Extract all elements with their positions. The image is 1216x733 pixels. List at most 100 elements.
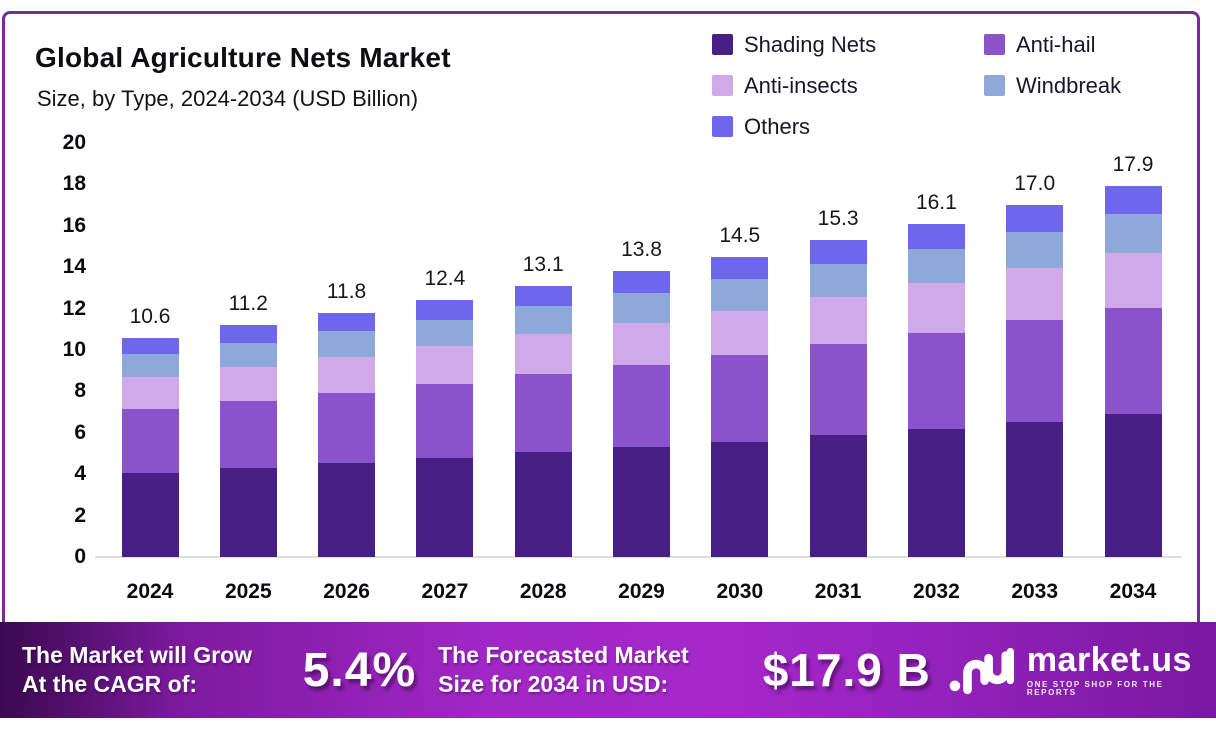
- segment-others-2029: [613, 271, 670, 293]
- stacked-bar-2032: [907, 223, 965, 557]
- y-axis-tick: 6: [74, 420, 86, 444]
- segment-windbreak-2024: [121, 354, 179, 377]
- segment-anti-hail-2031: [809, 343, 867, 436]
- segment-others-2030: [711, 256, 769, 280]
- marketus-logo[interactable]: market.us ONE STOP SHOP FOR THE REPORTS: [949, 643, 1216, 697]
- legend-item-shading-nets: Shading Nets: [712, 32, 984, 58]
- bar-total-label-2028: 13.1: [522, 252, 564, 276]
- segment-others-2034: [1104, 186, 1162, 215]
- legend-label-others: Others: [744, 113, 811, 139]
- segment-others-2024: [121, 337, 179, 355]
- stacked-bar-2030: [711, 256, 769, 557]
- segment-windbreak-2029: [613, 292, 670, 323]
- segment-anti-insects-2034: [1104, 252, 1162, 308]
- segment-anti-insects-2028: [514, 334, 572, 375]
- stacked-bar-2026: [318, 312, 376, 557]
- segment-anti-insects-2027: [416, 346, 474, 385]
- x-axis-label-2027: 2027: [421, 580, 469, 603]
- legend-swatch-anti-insects: [712, 75, 733, 96]
- segment-others-2033: [1006, 205, 1064, 232]
- segment-shading-nets-2034: [1104, 414, 1162, 557]
- stacked-bar-2034: [1104, 186, 1162, 557]
- cagr-label-line1: The Market will Grow: [22, 642, 253, 669]
- segment-anti-insects-2032: [907, 283, 965, 333]
- bar-total-label-2031: 15.3: [817, 207, 859, 231]
- x-axis-label-2025: 2025: [224, 580, 272, 603]
- legend-item-windbreak: Windbreak: [984, 73, 1216, 99]
- segment-shading-nets-2032: [907, 428, 965, 557]
- x-axis-label-2024: 2024: [126, 580, 174, 603]
- segment-anti-insects-2025: [219, 366, 277, 401]
- legend-label-anti-insects: Anti-insects: [744, 72, 858, 98]
- segment-windbreak-2027: [416, 319, 474, 347]
- segment-others-2027: [416, 300, 474, 320]
- x-axis-label-2028: 2028: [519, 580, 567, 603]
- segment-others-2026: [318, 312, 376, 332]
- segment-anti-insects-2033: [1006, 268, 1064, 321]
- y-axis-tick: 0: [74, 545, 86, 568]
- segment-anti-hail-2027: [416, 384, 474, 459]
- segment-anti-hail-2025: [219, 400, 277, 468]
- segment-anti-insects-2031: [809, 296, 867, 344]
- legend-swatch-windbreak: [984, 75, 1005, 96]
- segment-anti-hail-2034: [1104, 307, 1162, 415]
- legend-item-anti-insects: Anti-insects: [712, 73, 984, 99]
- y-axis-tick: 8: [74, 379, 86, 403]
- stacked-bar-2029: [613, 271, 670, 557]
- segment-windbreak-2033: [1006, 231, 1064, 269]
- segment-windbreak-2034: [1104, 214, 1162, 253]
- chart-title: Global Agriculture Nets Market: [35, 42, 451, 73]
- x-axis-label-2033: 2033: [1011, 580, 1059, 603]
- segment-shading-nets-2028: [514, 452, 572, 557]
- segment-anti-hail-2030: [711, 355, 769, 442]
- segment-shading-nets-2027: [416, 458, 474, 557]
- y-axis-tick: 20: [62, 131, 86, 154]
- segment-shading-nets-2033: [1006, 421, 1064, 557]
- y-axis-tick: 4: [74, 462, 86, 486]
- forecast-label-line1: The Forecasted Market: [438, 642, 689, 669]
- bar-total-label-2032: 16.1: [915, 190, 957, 214]
- cagr-label-line2: At the CAGR of:: [22, 671, 198, 697]
- segment-others-2025: [219, 325, 277, 343]
- bar-total-label-2025: 11.2: [228, 292, 268, 316]
- y-axis-tick: 12: [62, 296, 86, 320]
- x-axis-label-2031: 2031: [814, 580, 862, 603]
- bar-total-label-2027: 12.4: [424, 267, 466, 291]
- y-axis-tick: 14: [62, 255, 86, 279]
- y-axis-tick: 16: [62, 213, 86, 237]
- segment-windbreak-2025: [219, 342, 277, 367]
- segment-shading-nets-2026: [318, 463, 376, 557]
- stacked-bar-2028: [514, 285, 572, 557]
- stacked-bar-2033: [1006, 205, 1064, 557]
- segment-anti-hail-2028: [514, 374, 572, 453]
- segment-windbreak-2030: [711, 279, 769, 311]
- x-axis-label-2026: 2026: [323, 580, 370, 603]
- segment-shading-nets-2029: [613, 447, 670, 557]
- forecast-value: $17.9 B: [762, 644, 931, 696]
- segment-anti-hail-2024: [121, 409, 179, 473]
- legend-label-anti-hail: Anti-hail: [1016, 31, 1096, 57]
- x-axis-label-2030: 2030: [716, 580, 764, 603]
- segment-windbreak-2028: [514, 306, 572, 335]
- x-axis-label-2034: 2034: [1109, 580, 1157, 603]
- legend-swatch-anti-hail: [984, 34, 1005, 55]
- bar-total-label-2034: 17.9: [1112, 153, 1154, 177]
- y-axis-tick: 2: [74, 503, 86, 527]
- segment-windbreak-2031: [809, 264, 867, 297]
- cagr-value: 5.4%: [302, 643, 417, 697]
- bar-total-label-2026: 11.8: [326, 279, 367, 303]
- cagr-label: The Market will Grow At the CAGR of:: [22, 641, 293, 699]
- segment-windbreak-2026: [318, 331, 376, 357]
- x-axis-label-2032: 2032: [913, 580, 960, 603]
- segment-anti-hail-2029: [613, 364, 670, 448]
- legend-item-others: Others: [712, 114, 984, 140]
- forecast-label: The Forecasted Market Size for 2034 in U…: [438, 641, 737, 699]
- legend-swatch-others: [712, 116, 733, 137]
- segment-shading-nets-2030: [711, 441, 769, 557]
- chart-card: Global Agriculture Nets Market Size, by …: [2, 11, 1200, 716]
- segment-anti-insects-2026: [318, 356, 376, 393]
- segment-windbreak-2032: [907, 248, 965, 284]
- y-axis-tick: 10: [62, 338, 86, 361]
- bar-total-label-2029: 13.8: [621, 238, 662, 262]
